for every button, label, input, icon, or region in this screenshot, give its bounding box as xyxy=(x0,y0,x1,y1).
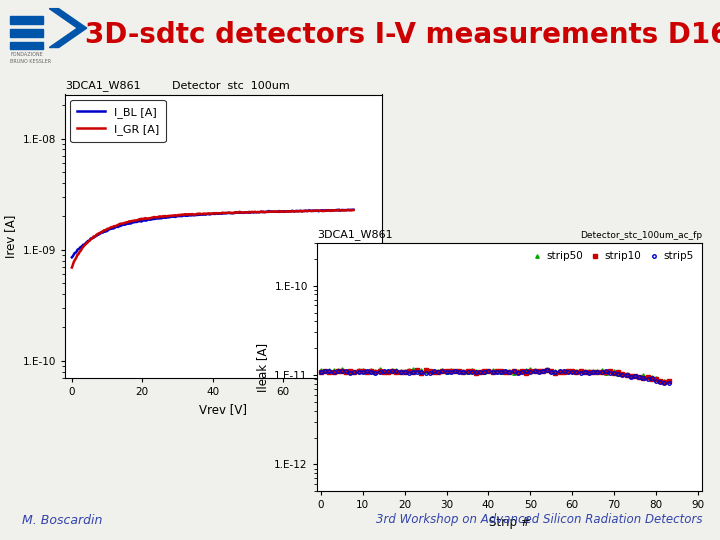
I_BL [A] xyxy=(68,254,76,260)
I_BL [A] xyxy=(234,209,243,215)
I_GR [A] xyxy=(68,262,77,268)
strip5 xyxy=(664,380,672,387)
Line: I_BL [A]: I_BL [A] xyxy=(72,210,354,257)
strip50 xyxy=(321,368,330,375)
strip5 xyxy=(317,369,325,375)
Line: strip5: strip5 xyxy=(319,369,670,385)
I_GR [A] xyxy=(349,207,358,213)
strip50 xyxy=(488,366,497,373)
I_GR [A] xyxy=(305,207,313,214)
Text: Detector_stc_100um_ac_fp: Detector_stc_100um_ac_fp xyxy=(580,231,702,240)
I_GR [A] xyxy=(235,208,244,215)
I_GR [A] xyxy=(334,207,343,213)
strip10 xyxy=(476,369,485,375)
Text: BRUNO KESSLER: BRUNO KESSLER xyxy=(10,58,51,64)
Y-axis label: Ileak [A]: Ileak [A] xyxy=(256,343,269,391)
strip10 xyxy=(413,367,422,374)
Text: 3DCA1_W861: 3DCA1_W861 xyxy=(317,229,392,240)
I_BL [A] xyxy=(335,206,343,213)
Bar xyxy=(10,42,42,50)
strip10 xyxy=(338,368,346,374)
strip50 xyxy=(664,377,672,384)
strip10 xyxy=(492,368,501,375)
Text: 3DCA1_W861: 3DCA1_W861 xyxy=(65,80,140,91)
strip10 xyxy=(321,368,330,374)
strip10 xyxy=(660,379,669,385)
strip10 xyxy=(585,369,593,375)
strip50 xyxy=(317,367,325,373)
I_BL [A] xyxy=(235,210,244,216)
Line: strip50: strip50 xyxy=(319,367,670,383)
Text: Detector  stc  100um: Detector stc 100um xyxy=(171,80,289,91)
Line: I_GR [A]: I_GR [A] xyxy=(72,210,354,267)
Bar xyxy=(10,29,42,37)
I_GR [A] xyxy=(240,209,248,215)
strip5 xyxy=(601,368,610,374)
Text: FONDAZIONE: FONDAZIONE xyxy=(10,52,42,57)
strip10 xyxy=(317,369,325,375)
I_GR [A] xyxy=(234,209,243,215)
X-axis label: Strip #: Strip # xyxy=(489,516,530,529)
X-axis label: Vrev [V]: Vrev [V] xyxy=(199,403,247,416)
Y-axis label: Irev [A]: Irev [A] xyxy=(4,214,17,258)
strip5 xyxy=(543,367,552,374)
I_GR [A] xyxy=(323,207,331,213)
Text: 3D-sdtc detectors I-V measurements D16: 3D-sdtc detectors I-V measurements D16 xyxy=(84,21,720,49)
I_BL [A] xyxy=(349,206,358,213)
Text: 3rd Workshop on Advanced Silicon Radiation Detectors: 3rd Workshop on Advanced Silicon Radiati… xyxy=(376,514,702,526)
strip5 xyxy=(338,368,346,374)
I_BL [A] xyxy=(240,209,248,215)
strip10 xyxy=(664,377,672,384)
I_BL [A] xyxy=(323,207,331,214)
I_BL [A] xyxy=(68,253,77,260)
Legend: I_BL [A], I_GR [A]: I_BL [A], I_GR [A] xyxy=(71,100,166,142)
Legend: strip50, strip10, strip5: strip50, strip10, strip5 xyxy=(528,248,697,265)
Line: strip10: strip10 xyxy=(319,369,670,383)
strip50 xyxy=(543,366,552,372)
strip5 xyxy=(472,369,480,375)
I_BL [A] xyxy=(305,207,313,214)
strip50 xyxy=(585,368,593,374)
Bar xyxy=(10,16,42,24)
strip50 xyxy=(338,366,346,373)
strip10 xyxy=(601,369,610,375)
Polygon shape xyxy=(50,9,87,48)
Text: M. Boscardin: M. Boscardin xyxy=(22,514,102,526)
I_GR [A] xyxy=(68,264,76,271)
strip5 xyxy=(585,369,593,376)
strip50 xyxy=(601,369,610,376)
strip50 xyxy=(660,378,669,384)
strip50 xyxy=(472,367,480,374)
strip5 xyxy=(488,369,497,376)
strip5 xyxy=(321,367,330,374)
